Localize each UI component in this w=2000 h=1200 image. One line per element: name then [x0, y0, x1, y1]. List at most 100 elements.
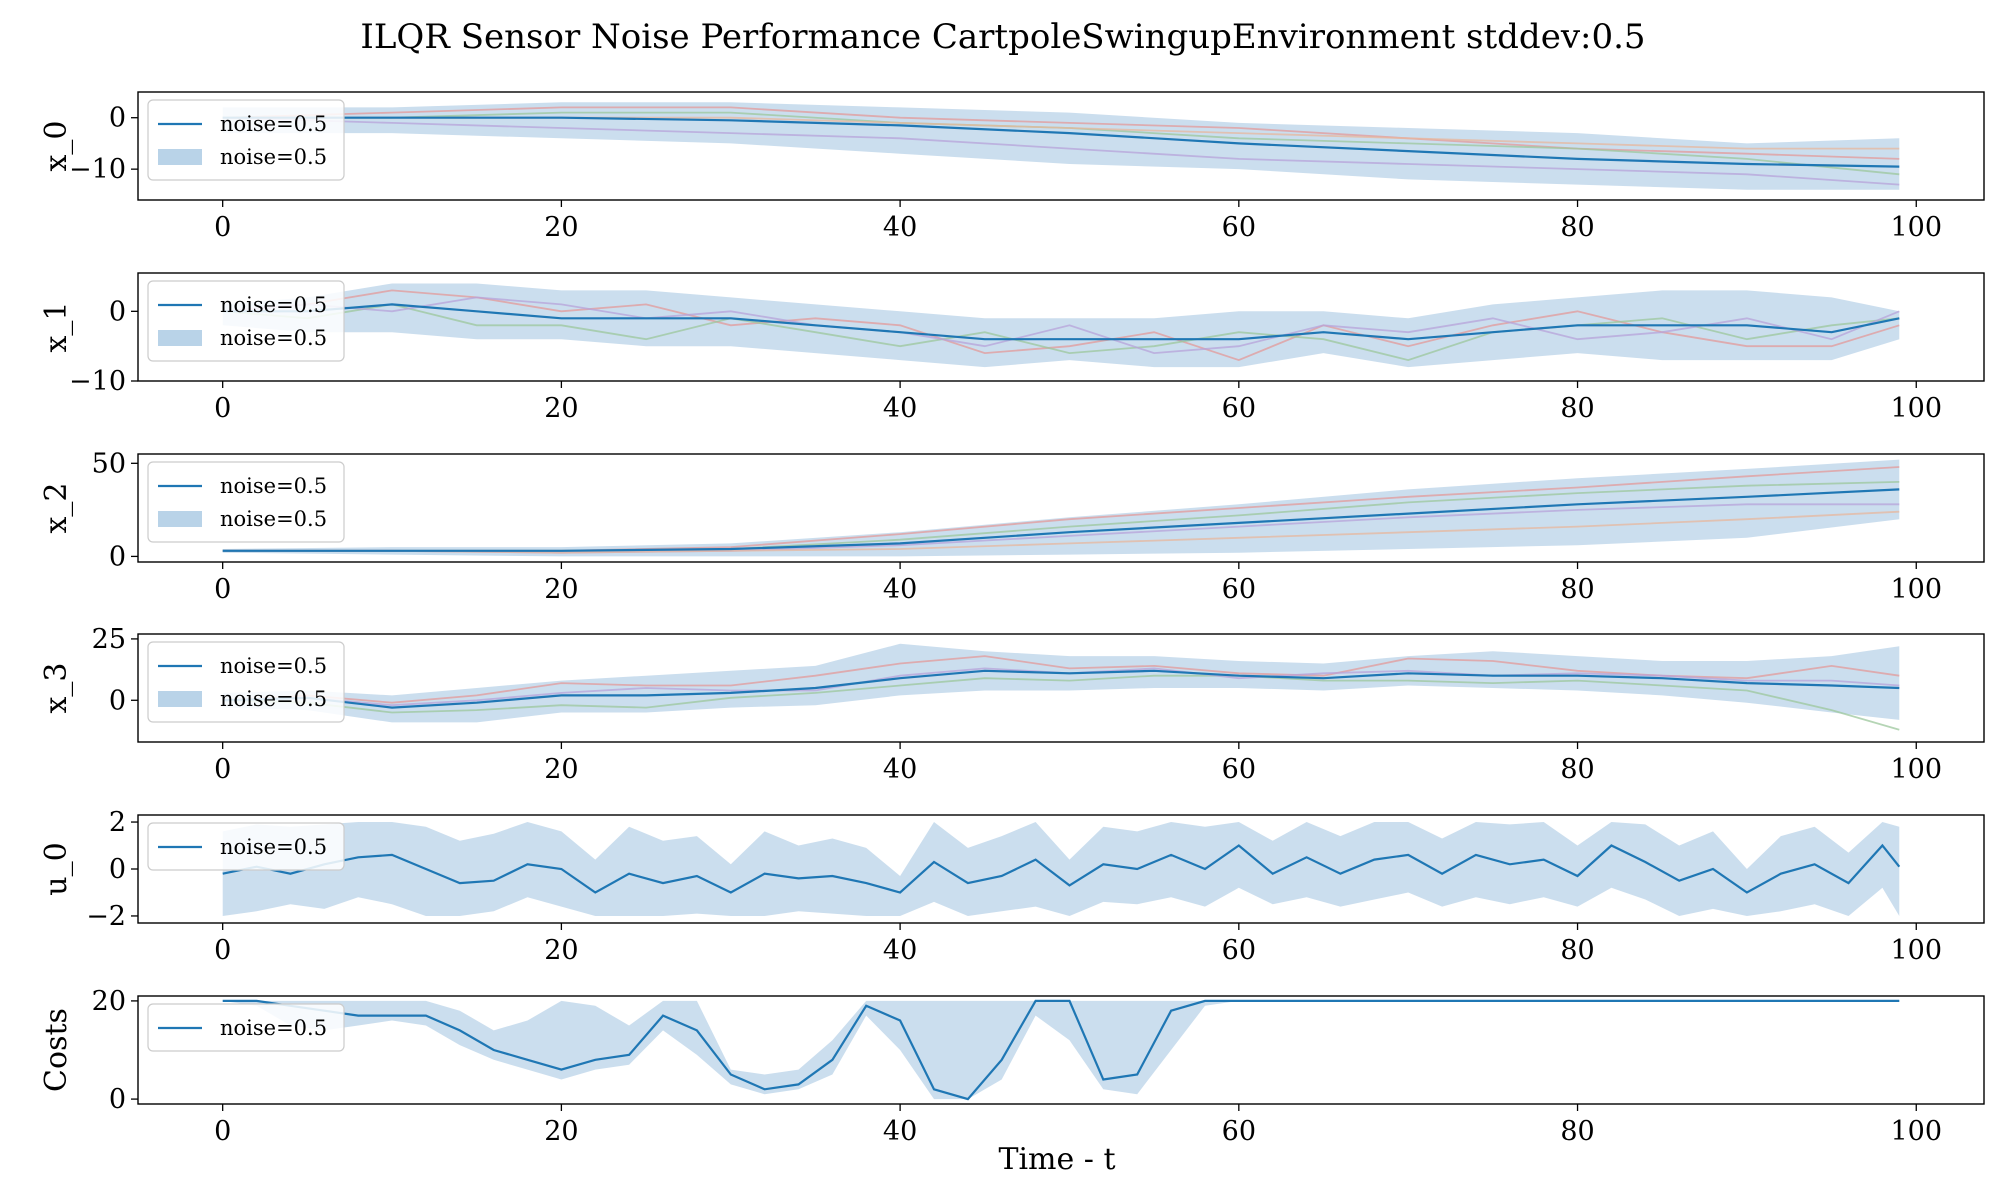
x-tick-label: 0 [214, 393, 231, 424]
x-tick-label: 100 [1890, 393, 1942, 424]
y-tick-label: −10 [69, 154, 126, 185]
legend-label: noise=0.5 [220, 835, 327, 859]
x-tick-label: 80 [1560, 935, 1594, 966]
run-line-2 [222, 674, 1900, 731]
subplot-x_2: 0 20 40 60 80 100 0 50 x_2 noise=0.5 noise=0.5 [39, 448, 1985, 605]
y-tick-label: 0 [109, 854, 126, 885]
legend-band-swatch [158, 691, 202, 707]
legend-label: noise=0.5 [220, 474, 327, 498]
y-tick-label: 0 [109, 1084, 126, 1115]
y-tick-label: 0 [109, 103, 126, 134]
x-tick-label: 60 [1222, 574, 1256, 605]
legend-box [147, 822, 345, 871]
x-tick-label: 40 [883, 574, 917, 605]
x-tick-label: 0 [214, 754, 231, 785]
axes-frame [137, 453, 1985, 563]
subplot-x_1: 0 20 40 60 80 100 −10 0 x_1 noise=0.5 noise=0.5 [39, 272, 1985, 424]
legend: noise=0.5 [147, 822, 345, 871]
x-tick-label: 20 [544, 574, 578, 605]
x-axis-label: Time - t [998, 1142, 1115, 1177]
x-tick-label: 60 [1222, 393, 1256, 424]
plot-area [222, 283, 1900, 368]
x-tick-label: 80 [1560, 574, 1594, 605]
x-tick-label: 40 [883, 393, 917, 424]
x-tick-label: 60 [1222, 212, 1256, 243]
y-axis-label: x_0 [39, 120, 74, 171]
legend-label: noise=0.5 [220, 112, 327, 136]
run-line-3 [222, 116, 1900, 186]
subplot-x_3: 0 20 40 60 80 100 0 25 x_3 noise=0.5 noise=0.5 [39, 624, 1985, 785]
legend-label: noise=0.5 [220, 507, 327, 531]
y-axis-label: u_0 [39, 842, 74, 895]
legend: noise=0.5 noise=0.5 [147, 280, 345, 362]
legend-box [147, 1003, 345, 1052]
axes-frame [137, 91, 1985, 201]
y-tick-label: 25 [92, 624, 126, 655]
x-tick-label: 100 [1890, 935, 1942, 966]
confidence-band [222, 822, 1900, 916]
plot-area [222, 822, 1901, 916]
y-axis-label: Costs [39, 1008, 74, 1092]
x-tick-label: 20 [544, 393, 578, 424]
axes-frame [137, 272, 1985, 382]
plot-area [222, 999, 1900, 1101]
y-tick-label: 50 [92, 448, 126, 479]
legend-band-swatch [158, 511, 202, 527]
x-tick-label: 100 [1890, 574, 1942, 605]
x-tick-label: 100 [1890, 754, 1942, 785]
mean-line [222, 303, 1900, 341]
run-line-3 [222, 296, 1900, 355]
legend-label: noise=0.5 [220, 145, 327, 169]
confidence-band [222, 643, 1900, 723]
x-tick-label: 40 [883, 1116, 917, 1147]
y-tick-label: 0 [109, 685, 126, 716]
y-axis-label: x_3 [39, 662, 74, 713]
x-tick-label: 80 [1560, 212, 1594, 243]
mean-line [222, 843, 1901, 894]
run-line-4 [222, 510, 1900, 554]
confidence-band [222, 459, 1900, 557]
plot-area [222, 102, 1900, 190]
x-tick-label: 100 [1890, 1116, 1942, 1147]
x-tick-label: 60 [1222, 935, 1256, 966]
run-line-2 [222, 303, 1900, 362]
x-tick-label: 100 [1890, 212, 1942, 243]
x-tick-label: 60 [1222, 754, 1256, 785]
plot-area [222, 643, 1900, 731]
chart-title: ILQR Sensor Noise Performance CartpoleSw… [360, 17, 1645, 57]
x-tick-label: 0 [214, 574, 231, 605]
mean-line [222, 116, 1900, 168]
subplot-costs: 0 20 40 60 80 100 0 20 Costs noise=0.5 [39, 986, 1985, 1147]
legend-label: noise=0.5 [220, 1016, 327, 1040]
y-tick-label: 0 [109, 541, 126, 572]
y-tick-label: 2 [109, 807, 126, 838]
mean-line [222, 669, 1900, 709]
x-tick-label: 0 [214, 212, 231, 243]
axes-frame [137, 995, 1985, 1105]
x-tick-label: 0 [214, 1116, 231, 1147]
x-tick-label: 40 [883, 754, 917, 785]
axes-frame [137, 633, 1985, 743]
x-tick-label: 80 [1560, 1116, 1594, 1147]
legend-label: noise=0.5 [220, 687, 327, 711]
subplot-u_0: 0 20 40 60 80 100 −2 0 2 u_0 noise=0.5 [39, 807, 1985, 966]
confidence-band [222, 1000, 1900, 1100]
x-tick-label: 20 [544, 1116, 578, 1147]
x-tick-label: 60 [1222, 1116, 1256, 1147]
x-tick-label: 20 [544, 754, 578, 785]
legend: noise=0.5 noise=0.5 [147, 461, 345, 543]
mean-line [222, 488, 1900, 552]
x-tick-label: 80 [1560, 393, 1594, 424]
x-tick-label: 0 [214, 935, 231, 966]
y-tick-label: 0 [109, 296, 126, 327]
x-tick-label: 40 [883, 935, 917, 966]
x-tick-label: 40 [883, 212, 917, 243]
run-line-1 [222, 106, 1900, 160]
legend-label: noise=0.5 [220, 326, 327, 350]
x-tick-label: 20 [544, 935, 578, 966]
legend-band-swatch [158, 330, 202, 346]
x-tick-label: 80 [1560, 754, 1594, 785]
subplot-x_0: 0 20 40 60 80 100 −10 0 x_0 noise=0.5 noise=0.5 [39, 91, 1985, 243]
